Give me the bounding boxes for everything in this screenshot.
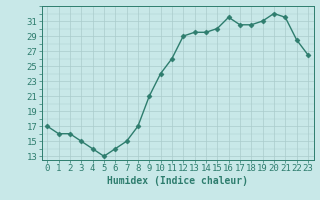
- X-axis label: Humidex (Indice chaleur): Humidex (Indice chaleur): [107, 176, 248, 186]
